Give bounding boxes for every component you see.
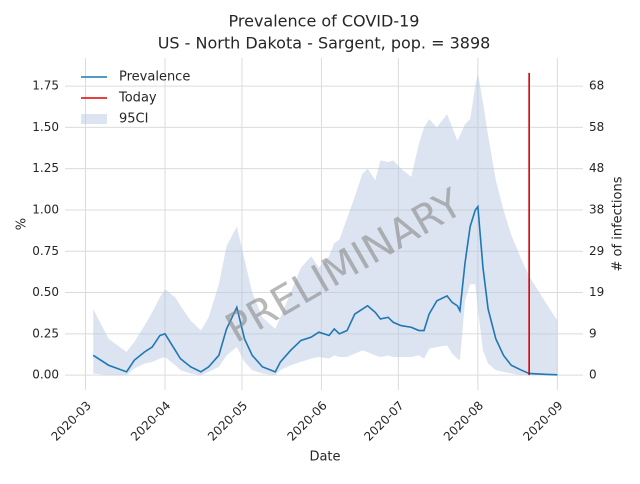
y2-tick-label: 58 bbox=[589, 120, 604, 134]
x-tick-label: 2020-08 bbox=[441, 398, 486, 443]
y2-tick-label: 9 bbox=[589, 326, 597, 340]
x-tick-label: 2020-04 bbox=[128, 398, 173, 443]
y2-tick-label: 68 bbox=[589, 79, 604, 93]
ci-band bbox=[93, 72, 558, 376]
y-tick-label: 1.25 bbox=[32, 161, 59, 175]
x-tick-label: 2020-09 bbox=[520, 398, 565, 443]
legend-label: Prevalence bbox=[119, 70, 190, 85]
y-tick-label: 0.50 bbox=[32, 285, 59, 299]
y-tick-label: 0.00 bbox=[32, 368, 59, 382]
legend-swatch bbox=[81, 114, 107, 124]
y-tick-label: 1.75 bbox=[32, 79, 59, 93]
chart-subtitle: US - North Dakota - Sargent, pop. = 3898 bbox=[158, 34, 491, 53]
y2-tick-label: 19 bbox=[589, 285, 604, 299]
x-tick-label: 2020-06 bbox=[284, 398, 329, 443]
chart-title: Prevalence of COVID-19 bbox=[229, 12, 420, 31]
y-tick-label: 1.00 bbox=[32, 202, 59, 216]
legend-label: 95CI bbox=[119, 112, 148, 127]
prevalence-line bbox=[92, 204, 558, 376]
y2-tick-label: 0 bbox=[589, 368, 597, 382]
y-tick-label: 1.50 bbox=[32, 120, 59, 134]
x-tick-label: 2020-07 bbox=[361, 398, 406, 443]
y-tick-label: 0.25 bbox=[32, 326, 59, 340]
y-axis-label: % bbox=[15, 218, 30, 230]
x-tick-label: 2020-05 bbox=[205, 398, 250, 443]
y-tick-label: 0.75 bbox=[32, 244, 59, 258]
legend-label: Today bbox=[118, 91, 157, 106]
y2-tick-label: 38 bbox=[589, 202, 604, 216]
x-axis-label: Date bbox=[309, 450, 340, 465]
y2-axis-label: # of infections bbox=[611, 176, 626, 271]
x-tick-label: 2020-03 bbox=[49, 398, 94, 443]
y2-tick-label: 29 bbox=[589, 244, 604, 258]
y2-tick-label: 48 bbox=[589, 161, 604, 175]
